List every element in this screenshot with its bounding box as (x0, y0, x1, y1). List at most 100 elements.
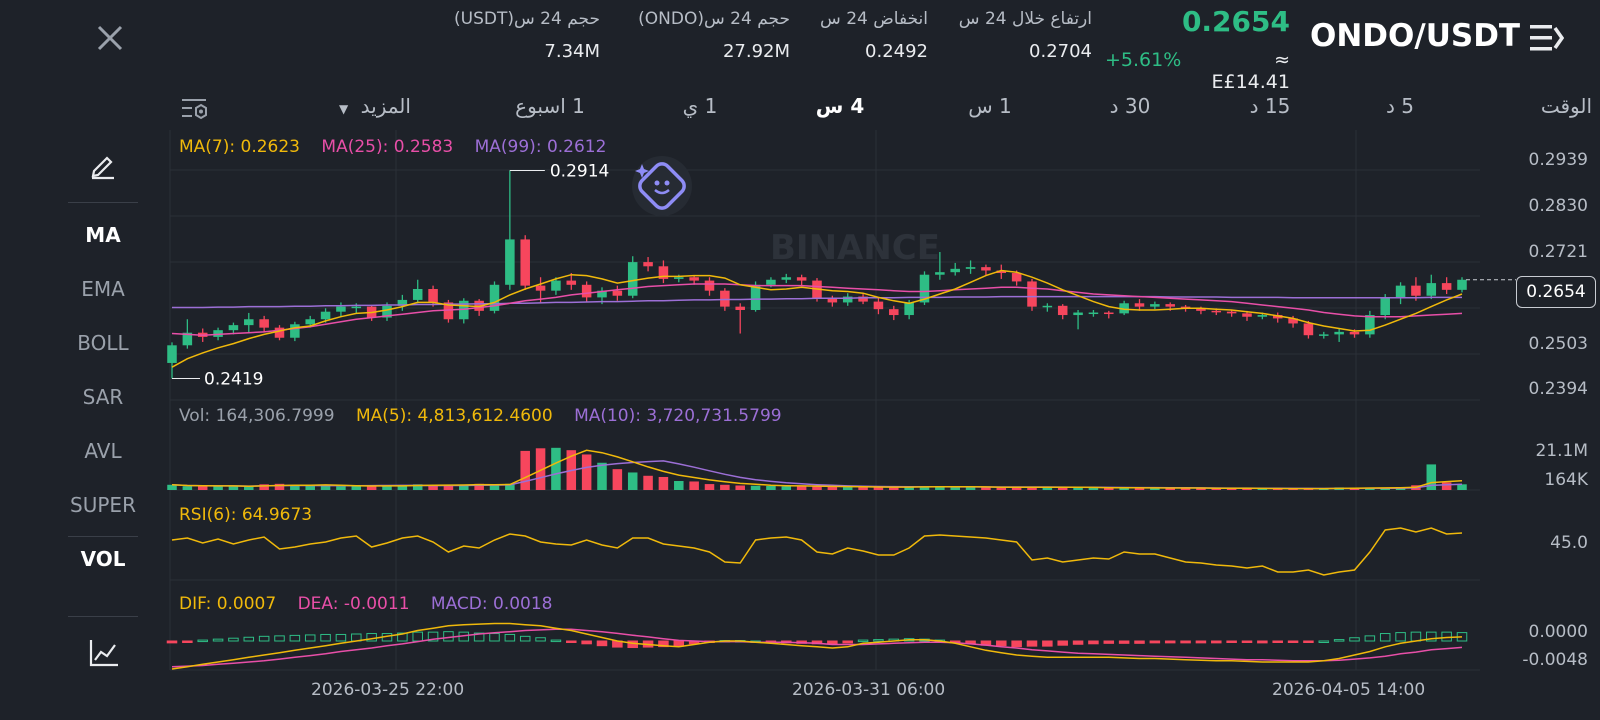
volume-bar (428, 485, 438, 490)
volume-bar (1088, 487, 1099, 490)
candle (290, 324, 300, 338)
tab-4h[interactable]: 4 س (815, 94, 865, 118)
dif-legend: DIF: 0.0007 (179, 594, 277, 614)
volume-bar (1150, 488, 1160, 490)
macd-bar (1011, 640, 1022, 648)
volume-bar (704, 484, 715, 490)
volume-bar (182, 486, 193, 490)
sidebar-item-vol[interactable]: VOL (80, 547, 126, 571)
candle (1441, 283, 1452, 290)
macd-bar (412, 631, 423, 642)
candle (1365, 315, 1375, 335)
volume-bar (535, 448, 546, 490)
candle (520, 239, 530, 286)
menu-icon[interactable] (1528, 22, 1565, 54)
candle (1180, 306, 1191, 309)
sidebar-item-sar[interactable]: SAR (82, 385, 124, 409)
x-tick-label: 2026-03-31 06:00 (792, 680, 946, 700)
volume-bar (459, 484, 469, 490)
last-price: 0.2654 (1181, 5, 1290, 38)
volume-bar (1011, 487, 1022, 490)
macd-bar (320, 633, 331, 642)
volume-bar (981, 487, 991, 490)
time-label[interactable]: الوقت (1540, 94, 1592, 118)
candle (535, 285, 546, 291)
sidebar-divider (68, 202, 138, 203)
tab-1w[interactable]: 1 اسبوع (515, 94, 585, 118)
volume-bar (1134, 487, 1145, 490)
pencil-icon[interactable] (88, 150, 118, 180)
ma25-line (171, 283, 1463, 336)
candle (858, 296, 868, 302)
volume-bar (228, 486, 239, 490)
sidebar-item-avl[interactable]: AVL (84, 439, 122, 463)
ai-assistant-icon[interactable] (632, 156, 692, 216)
volume-bar (627, 472, 638, 490)
tab-15m[interactable]: 15 د (1249, 94, 1291, 118)
x-tick-label: 2026-03-25 22:00 (311, 680, 465, 700)
volume-bar (474, 483, 484, 490)
low-marker-label: 0.2419 (204, 369, 263, 389)
volume-bar (551, 447, 561, 490)
candle (658, 266, 669, 279)
volume-bar (1042, 487, 1053, 490)
volume-bar (412, 484, 423, 490)
candle (581, 284, 592, 298)
sidebar-item-super[interactable]: SUPER (70, 493, 136, 517)
candle (781, 277, 792, 280)
macd-bar (274, 635, 285, 642)
volume-bar (443, 485, 454, 490)
macd-bar (1441, 631, 1452, 642)
dea-line (171, 628, 1463, 668)
macd-bar (873, 639, 884, 642)
candle (674, 277, 684, 279)
stat-value-high: 0.2704 (1029, 41, 1092, 62)
volume-bar (597, 462, 607, 490)
macd-bar (1072, 640, 1084, 645)
macd-bar (1042, 640, 1053, 647)
candle (1134, 303, 1145, 307)
volume-bar (274, 483, 285, 490)
macd-bar (673, 640, 685, 647)
current-price-tag: 0.2654 (1516, 276, 1596, 308)
vol-ma10-legend: MA(10): 3,720,731.5799 (574, 406, 782, 426)
pair-title[interactable]: ONDO/USDT (1310, 18, 1521, 54)
macd-bar (1226, 640, 1237, 643)
volume-bar (197, 485, 208, 490)
volume-bar (505, 483, 515, 490)
volume-bar (858, 487, 868, 490)
candle (320, 311, 331, 320)
sidebar-item-ema[interactable]: EMA (81, 277, 125, 301)
macd-bar (304, 634, 316, 642)
more-dropdown[interactable]: المزيد ▼ (320, 94, 430, 118)
indicator-icon[interactable] (88, 638, 120, 668)
macd-bar (166, 640, 178, 644)
close-icon[interactable] (96, 24, 124, 52)
chart-settings-icon[interactable] (180, 96, 210, 122)
volume-bar (1272, 488, 1283, 490)
macd-bar (1257, 640, 1268, 644)
stat-label-vol-ondo: حجم 24 س(ONDO) (638, 9, 790, 29)
tab-1h[interactable]: 1 س (968, 94, 1012, 118)
binance-watermark: BINANCE (770, 228, 940, 268)
y-tick-label: 0.2830 (1528, 196, 1588, 216)
macd-bar (397, 632, 408, 642)
volume-bar (766, 485, 776, 490)
sidebar-item-ma[interactable]: MA (85, 223, 121, 247)
volume-bar (1180, 487, 1191, 490)
volume-legend: Vol: 164,306.7999 MA(5): 4,813,612.4600 … (179, 406, 782, 426)
sidebar-item-boll[interactable]: BOLL (77, 331, 129, 355)
volume-bar (1165, 488, 1175, 490)
macd-bar (1318, 640, 1330, 643)
macd-bar (228, 637, 239, 642)
candle (720, 290, 730, 307)
volume-bar (1226, 488, 1237, 490)
tab-5m[interactable]: 5 د (1386, 94, 1414, 118)
candle (842, 296, 853, 303)
macd-bar (212, 638, 224, 642)
candle (305, 319, 315, 325)
volume-bar (213, 486, 223, 490)
tab-1d[interactable]: 1 ي (682, 94, 718, 118)
tab-30m[interactable]: 30 د (1109, 94, 1151, 118)
